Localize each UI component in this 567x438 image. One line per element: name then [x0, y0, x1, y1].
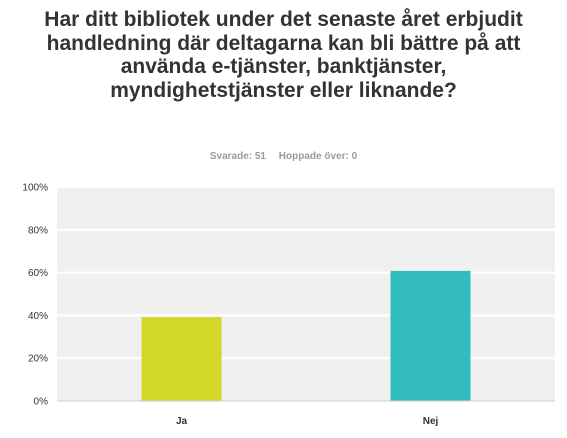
y-tick-label: 0% — [34, 397, 49, 408]
bars — [141, 270, 471, 401]
y-tick-label: 20% — [28, 354, 48, 365]
x-axis-ticks: Ja Nej — [176, 416, 439, 427]
y-tick-label: 100% — [22, 183, 48, 194]
bar-nej — [390, 270, 471, 401]
x-tick-label: Ja — [176, 416, 188, 427]
y-tick-label: 80% — [28, 225, 48, 236]
response-stats: Svarade: 51 Hoppade över: 0 — [0, 151, 567, 162]
y-axis-ticks: 0% 20% 40% 60% 80% 100% — [22, 183, 48, 408]
answered-count: Svarade: 51 — [209, 151, 266, 162]
gridlines — [57, 186, 555, 360]
plot-background — [57, 187, 555, 401]
x-tick-label: Nej — [423, 416, 439, 427]
bar-ja — [141, 317, 222, 401]
chart-title: Har ditt bibliotek under det senaste åre… — [44, 8, 523, 102]
skipped-count: Hoppade över: 0 — [278, 151, 358, 162]
y-tick-label: 60% — [28, 268, 48, 279]
y-tick-label: 40% — [28, 311, 48, 322]
